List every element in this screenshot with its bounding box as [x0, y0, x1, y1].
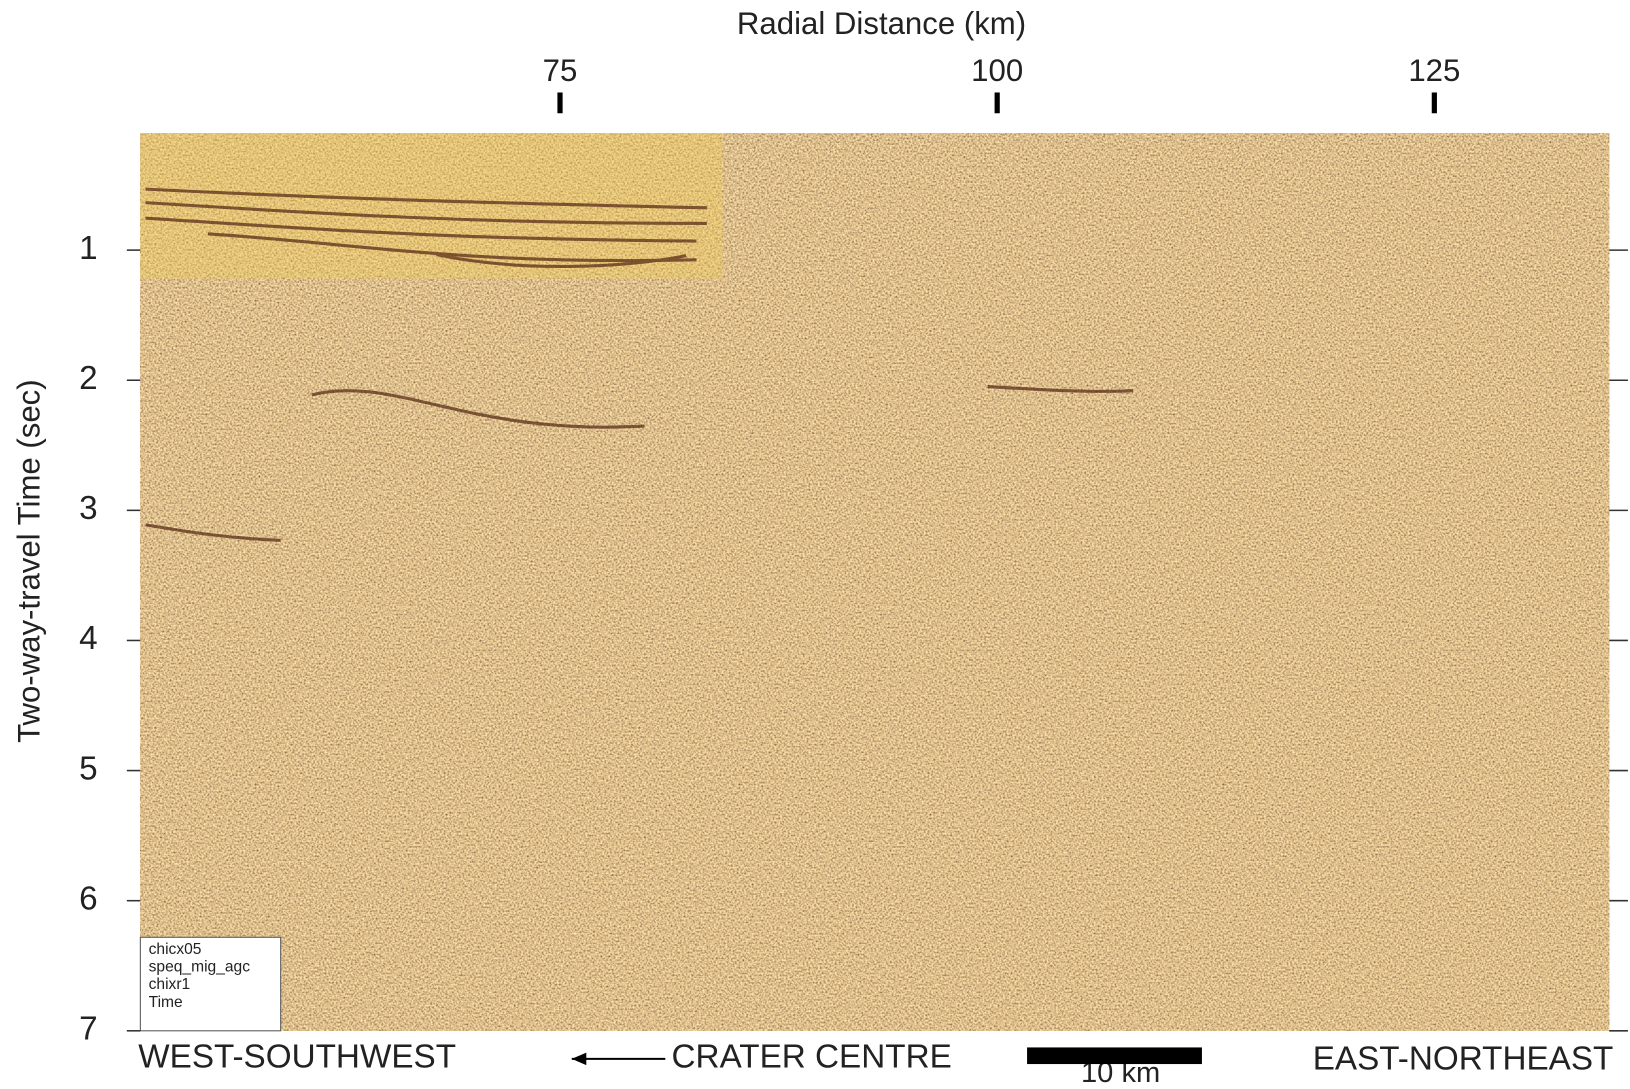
y-tick-label: 4	[79, 620, 98, 657]
x-tick-label: 75	[543, 53, 578, 88]
left-label: WEST-SOUTHWEST	[138, 1039, 456, 1076]
stamp-line: chicx05	[149, 941, 202, 958]
section	[140, 133, 1610, 1031]
y-tick-label: 3	[79, 490, 98, 527]
section-texture	[140, 133, 1610, 1031]
y-tick-label: 5	[79, 750, 98, 787]
y-tick-label: 6	[79, 880, 98, 917]
x-tick-label: 125	[1408, 53, 1460, 88]
stamp-frame	[139, 936, 282, 1032]
right-label: EAST-NORTHEAST	[1313, 1041, 1614, 1078]
y-tick-label: 7	[79, 1011, 98, 1048]
y-tick-label: 2	[79, 360, 98, 397]
x-axis-title: Radial Distance (km)	[737, 6, 1026, 41]
stamp-line: speq_mig_agc	[149, 959, 251, 976]
arrow-head	[571, 1052, 587, 1066]
y-tick-label: 1	[79, 230, 98, 267]
reflectors	[145, 187, 1134, 542]
center-label: CRATER CENTRE	[672, 1039, 952, 1076]
scale-bar	[1027, 1047, 1202, 1065]
y-axis-title: Two-way-travel Time (sec)	[11, 379, 46, 742]
stamp-line: Time	[149, 994, 183, 1011]
x-tick-label: 100	[971, 53, 1023, 88]
stamp-line: chixr1	[149, 976, 191, 993]
